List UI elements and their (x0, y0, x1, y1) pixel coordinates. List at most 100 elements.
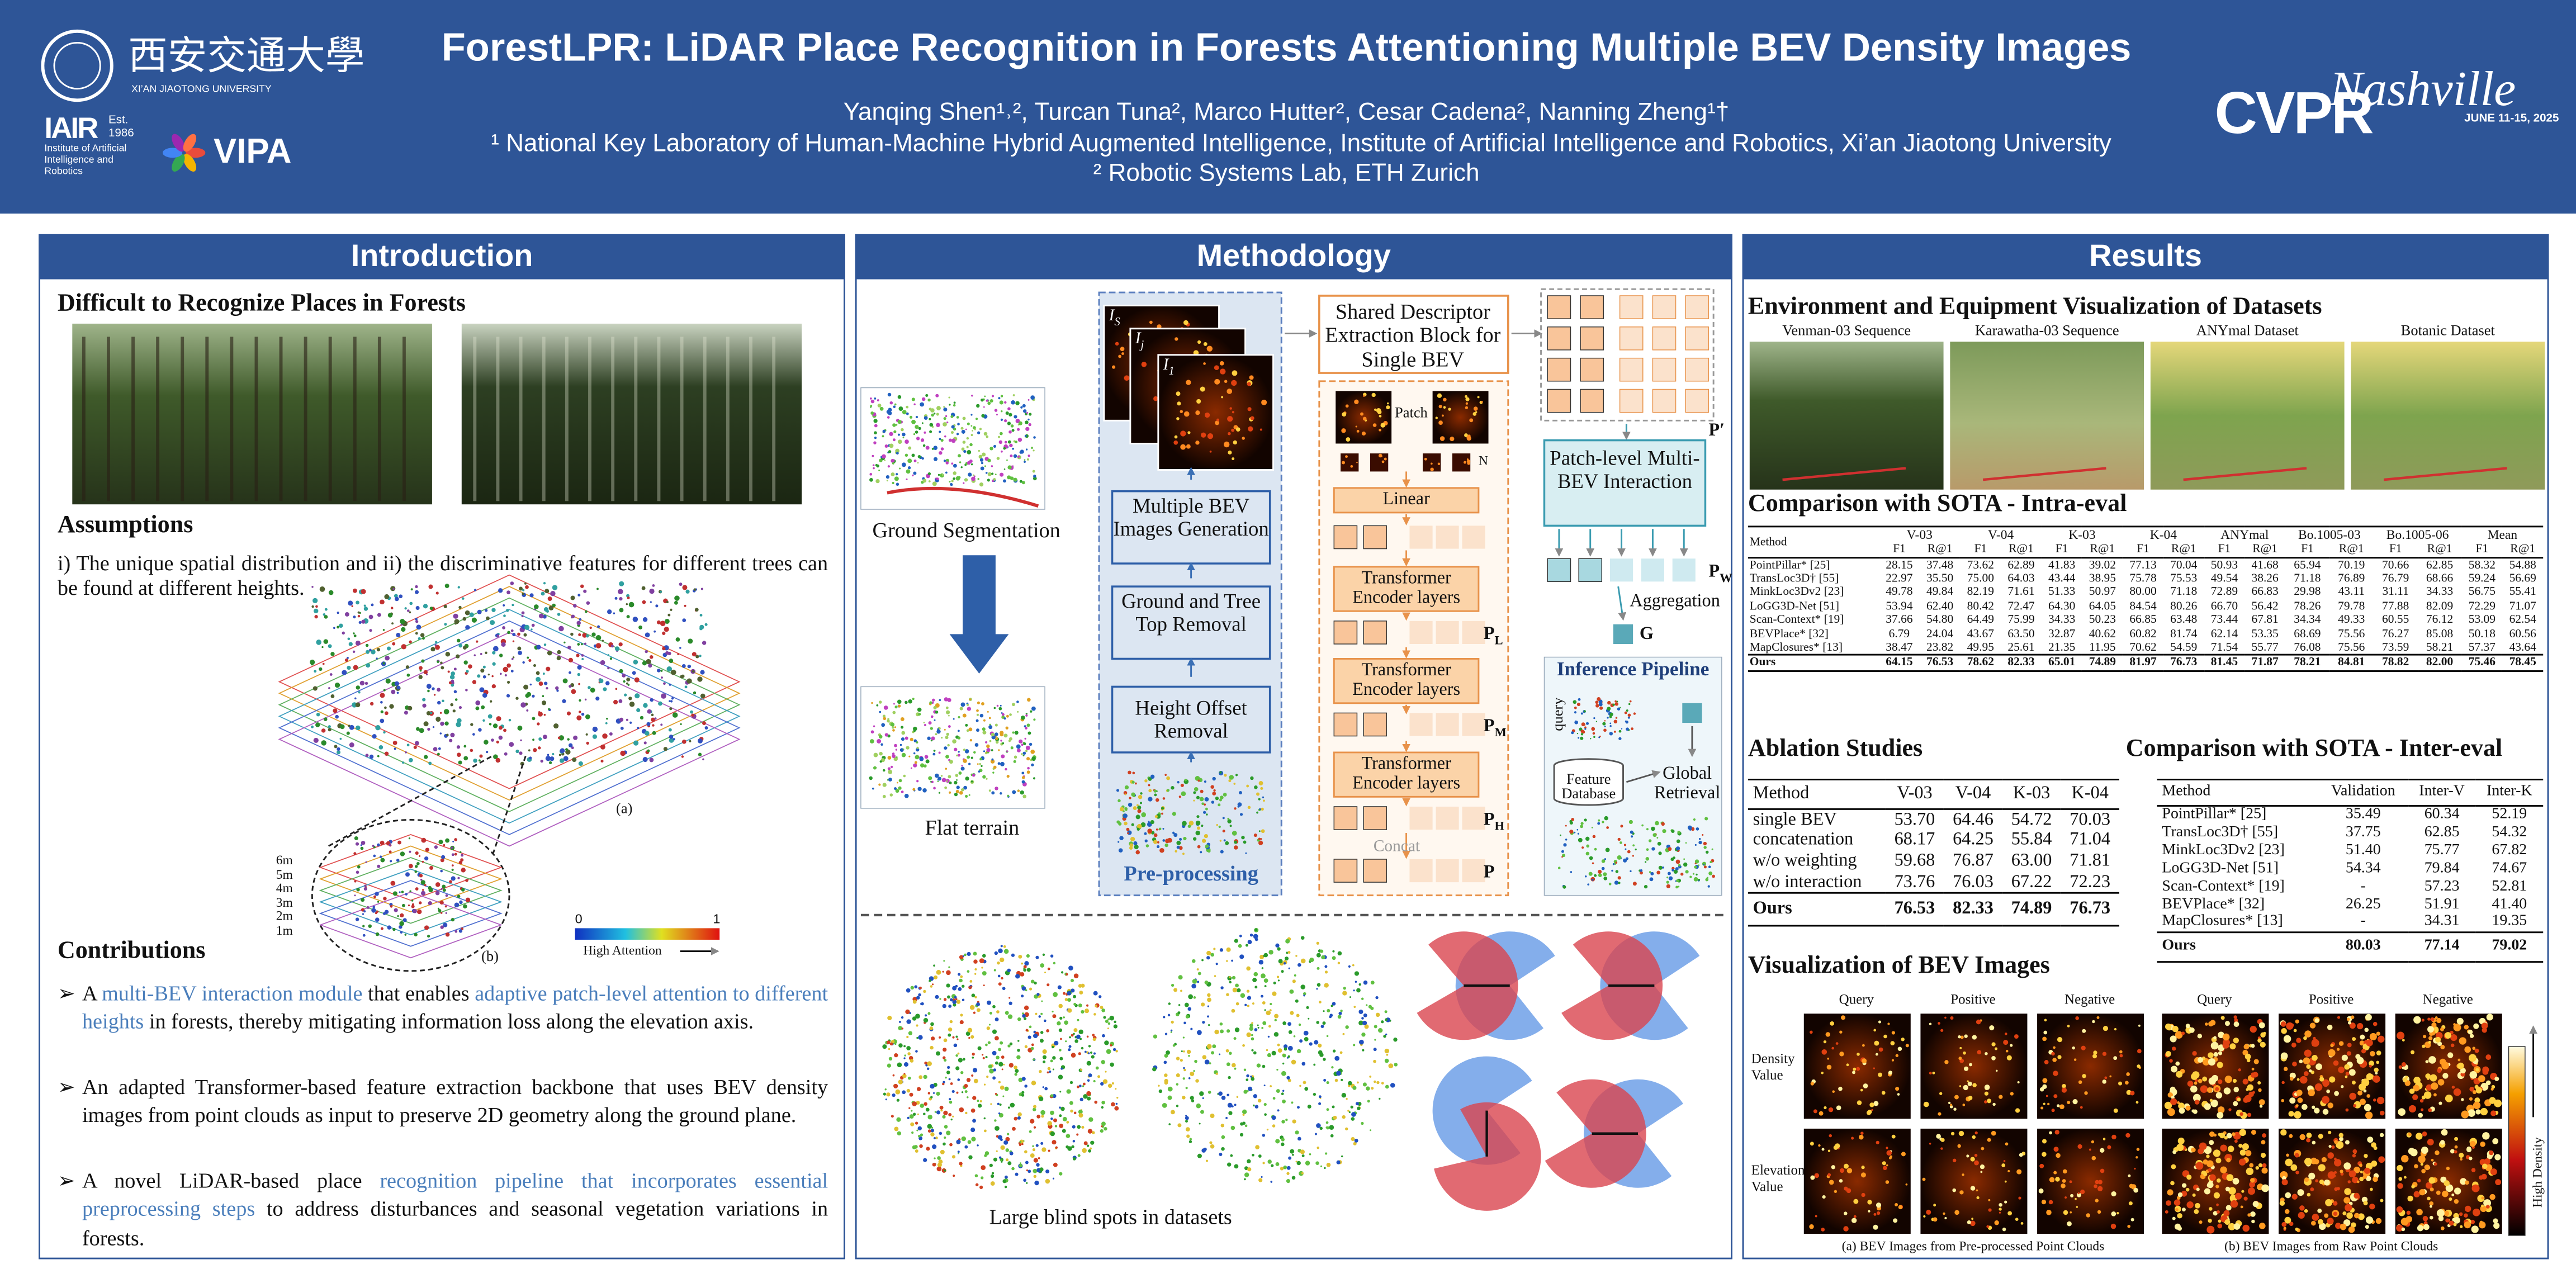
point (348, 642, 353, 646)
point (2227, 1145, 2234, 1152)
point (2192, 1051, 2197, 1056)
point (901, 737, 905, 741)
point (955, 1066, 960, 1071)
point (1282, 1099, 1286, 1104)
point (2450, 1034, 2457, 1041)
point (356, 888, 360, 892)
point (1999, 1095, 2003, 1099)
point (1707, 885, 1710, 888)
point (973, 475, 976, 477)
point (1891, 1031, 1896, 1035)
point (605, 681, 610, 685)
point (986, 748, 991, 752)
point (1291, 1176, 1296, 1180)
point (1073, 1028, 1078, 1033)
point (950, 1082, 953, 1085)
point (1696, 827, 1699, 831)
point (1570, 871, 1573, 873)
point (1004, 401, 1007, 404)
point (357, 614, 361, 618)
point (1632, 855, 1634, 857)
point (2217, 1178, 2221, 1183)
point (1375, 1012, 1380, 1017)
point (1353, 1006, 1356, 1008)
point (1275, 1162, 1280, 1166)
point (938, 792, 941, 794)
point (987, 711, 989, 713)
point (692, 670, 695, 673)
point (1254, 986, 1258, 989)
point (990, 1181, 995, 1186)
point (328, 687, 330, 689)
point (682, 585, 688, 590)
point (1305, 1161, 1310, 1166)
point (963, 785, 968, 790)
point (976, 713, 979, 716)
point (1994, 1220, 1999, 1225)
point (1895, 1202, 1898, 1206)
point (935, 703, 940, 708)
point (1000, 418, 1003, 421)
point (2063, 1210, 2068, 1215)
point (371, 603, 374, 607)
point (333, 708, 338, 713)
point (2241, 1190, 2244, 1193)
point (869, 776, 873, 780)
point (1219, 361, 1224, 366)
point (1936, 1134, 1941, 1139)
point (1180, 783, 1184, 787)
point (892, 754, 896, 758)
point (647, 749, 650, 752)
point (1011, 429, 1015, 432)
point (1115, 1088, 1117, 1090)
point (2450, 1149, 2455, 1154)
point (1585, 722, 1589, 725)
point (1991, 1042, 1996, 1046)
point (1011, 953, 1015, 957)
point (2242, 1078, 2248, 1085)
point (382, 629, 385, 631)
point (1201, 824, 1204, 827)
point (457, 894, 461, 898)
point (613, 699, 618, 705)
point (957, 730, 960, 732)
point (690, 710, 693, 714)
point (1144, 839, 1148, 842)
point (1180, 444, 1186, 450)
point (1929, 1143, 1931, 1145)
point (1027, 454, 1030, 457)
point (1609, 732, 1613, 736)
point (1839, 1052, 1844, 1057)
point (471, 617, 477, 623)
point (1385, 1018, 1388, 1021)
point (2244, 1053, 2251, 1060)
point (1209, 1062, 1211, 1064)
point (1320, 1165, 1323, 1167)
point (1357, 1081, 1359, 1084)
point (1055, 1146, 1058, 1149)
point (906, 1088, 911, 1093)
point (405, 751, 407, 754)
point (1059, 1016, 1063, 1020)
point (449, 880, 452, 883)
point (2291, 1194, 2298, 1200)
point (1087, 1129, 1093, 1134)
point (1242, 437, 1245, 440)
point (390, 905, 393, 908)
point (2493, 1222, 2500, 1229)
point (1058, 1074, 1063, 1080)
point (1038, 1015, 1041, 1018)
point (396, 692, 399, 694)
point (1100, 1082, 1104, 1086)
point (1165, 839, 1170, 844)
point (2376, 1060, 2380, 1064)
point (1273, 1032, 1279, 1037)
point (1435, 416, 1438, 419)
point (439, 900, 444, 905)
point (421, 837, 427, 843)
point (1039, 1167, 1044, 1172)
point (1336, 1071, 1341, 1076)
point (2048, 1200, 2053, 1205)
point (2464, 1213, 2468, 1218)
point (1164, 1033, 1168, 1035)
